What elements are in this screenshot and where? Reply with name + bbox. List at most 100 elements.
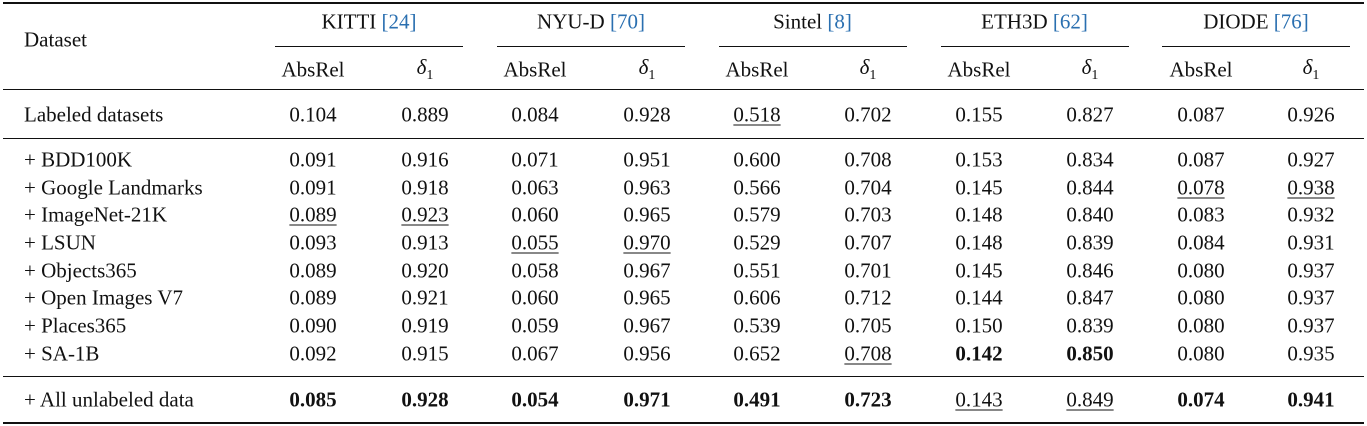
cell-value: 0.970 — [623, 230, 671, 255]
cell-value: 0.060 — [511, 202, 559, 227]
top-rule — [3, 2, 1364, 4]
cell-value: 0.921 — [401, 285, 449, 310]
row-label: + All unlabeled data — [24, 387, 194, 412]
cell-value: 0.150 — [955, 313, 1003, 338]
group-rule — [497, 46, 685, 47]
cell-value: 0.579 — [733, 202, 781, 227]
dataset-header: DIODE [76] — [1203, 9, 1309, 34]
cell-value: 0.702 — [844, 102, 892, 127]
cell-value: 0.145 — [955, 175, 1003, 200]
metric-name: δ — [859, 55, 870, 79]
cell-value: 0.920 — [401, 258, 449, 283]
cell-value: 0.932 — [1287, 202, 1335, 227]
cell-value: 0.827 — [1066, 102, 1114, 127]
metric-header: AbsRel — [282, 59, 345, 81]
cell-value: 0.927 — [1287, 147, 1335, 172]
cell-value: 0.085 — [289, 387, 337, 412]
cell-value: 0.055 — [511, 230, 559, 255]
cell-value: 0.913 — [401, 230, 449, 255]
header-rule — [3, 89, 1364, 90]
dataset-name: DIODE — [1203, 9, 1269, 34]
row-label: + LSUN — [24, 230, 96, 255]
cell-value: 0.071 — [511, 147, 559, 172]
cell-value: 0.839 — [1066, 230, 1114, 255]
dataset-ref: [8] — [827, 9, 852, 34]
cell-value: 0.967 — [623, 258, 671, 283]
cell-value: 0.967 — [623, 313, 671, 338]
dataset-header: KITTI [24] — [321, 11, 416, 33]
metric-subscript: 1 — [869, 68, 877, 83]
metric-name: AbsRel — [1169, 57, 1233, 82]
cell-value: 0.142 — [955, 341, 1003, 366]
cell-value: 0.965 — [623, 285, 671, 310]
metric-header: δ1 — [860, 57, 877, 83]
cell-value: 0.931 — [1287, 230, 1335, 255]
dataset-ref: [76] — [1273, 9, 1309, 34]
cell-value: 0.084 — [511, 102, 559, 127]
metric-header: AbsRel — [1169, 57, 1233, 82]
cell-value: 0.963 — [623, 175, 671, 200]
cell-value: 0.951 — [623, 147, 671, 172]
cell-value: 0.148 — [955, 230, 1003, 255]
metric-name: AbsRel — [947, 57, 1011, 82]
cell-value: 0.705 — [844, 313, 892, 338]
cell-value: 0.926 — [1287, 102, 1335, 127]
cell-value: 0.919 — [401, 313, 449, 338]
cell-value: 0.928 — [401, 387, 449, 412]
section-rule — [3, 376, 1364, 377]
metric-name: δ — [416, 55, 427, 79]
cell-value: 0.708 — [844, 147, 892, 172]
group-rule — [275, 46, 463, 47]
cell-value: 0.704 — [844, 175, 892, 200]
cell-value: 0.840 — [1066, 202, 1114, 227]
cell-value: 0.889 — [401, 102, 449, 127]
cell-value: 0.941 — [1287, 387, 1335, 412]
cell-value: 0.918 — [401, 175, 449, 200]
row-label: + BDD100K — [24, 147, 133, 172]
cell-value: 0.155 — [955, 102, 1003, 127]
row-label: + Objects365 — [24, 258, 137, 283]
cell-value: 0.080 — [1177, 258, 1225, 283]
row-label: + Open Images V7 — [24, 285, 184, 310]
cell-value: 0.937 — [1287, 285, 1335, 310]
cell-value: 0.849 — [1066, 387, 1114, 412]
metric-header: δ1 — [417, 57, 434, 83]
metric-header: δ1 — [1082, 57, 1099, 83]
cell-value: 0.153 — [955, 147, 1003, 172]
cell-value: 0.087 — [1177, 147, 1225, 172]
cell-value: 0.844 — [1066, 175, 1114, 200]
cell-value: 0.083 — [1177, 202, 1225, 227]
cell-value: 0.491 — [733, 387, 781, 412]
metric-subscript: 1 — [426, 68, 434, 83]
cell-value: 0.915 — [401, 341, 449, 366]
cell-value: 0.928 — [623, 102, 671, 127]
dataset-header: NYU-D [70] — [537, 9, 645, 34]
cell-value: 0.600 — [733, 147, 781, 172]
cell-value: 0.518 — [733, 102, 781, 127]
metric-name: δ — [638, 55, 649, 79]
metric-header: δ1 — [639, 57, 656, 83]
dataset-name: Sintel — [773, 9, 823, 34]
metric-header: AbsRel — [504, 59, 567, 81]
cell-value: 0.148 — [955, 202, 1003, 227]
cell-value: 0.937 — [1287, 258, 1335, 283]
cell-value: 0.091 — [289, 147, 337, 172]
dataset-name: NYU-D — [537, 9, 605, 34]
metric-header: δ1 — [1303, 57, 1320, 83]
cell-value: 0.935 — [1287, 341, 1335, 366]
dataset-ref: [70] — [609, 9, 645, 34]
cell-value: 0.847 — [1066, 285, 1114, 310]
cell-value: 0.723 — [844, 387, 892, 412]
metric-name: δ — [1081, 55, 1092, 79]
cell-value: 0.956 — [623, 341, 671, 366]
cell-value: 0.059 — [511, 313, 559, 338]
cell-value: 0.712 — [844, 285, 892, 310]
cell-value: 0.060 — [511, 285, 559, 310]
cell-value: 0.058 — [511, 258, 559, 283]
row-label: + Google Landmarks — [24, 175, 203, 200]
cell-value: 0.078 — [1177, 175, 1225, 200]
metric-name: δ — [1302, 55, 1313, 79]
metric-header: AbsRel — [726, 59, 789, 81]
cell-value: 0.606 — [733, 285, 781, 310]
